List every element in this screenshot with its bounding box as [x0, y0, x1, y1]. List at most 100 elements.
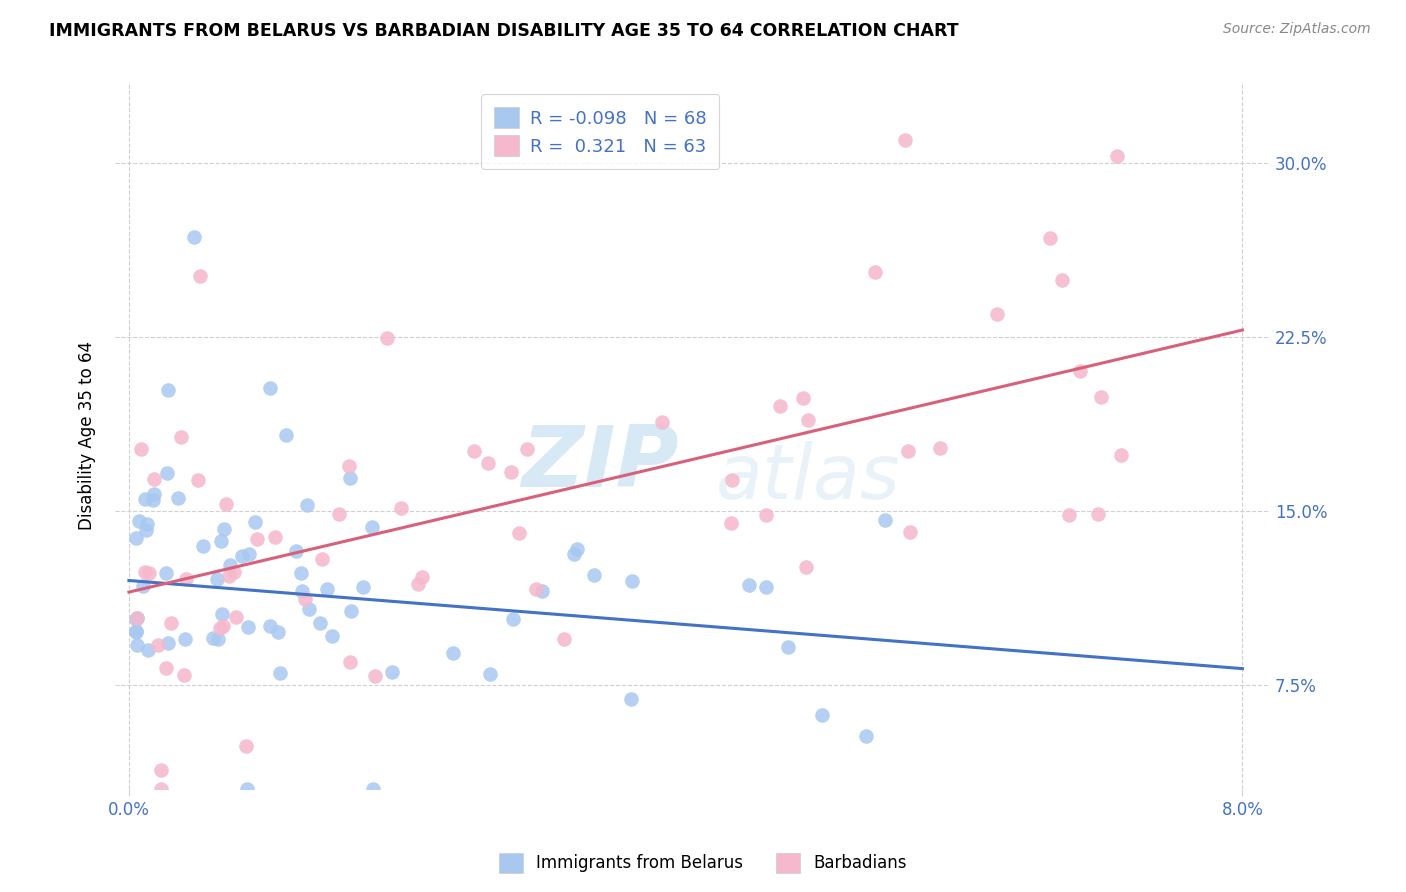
Point: [377, 331, 399, 345]
Point: [211, 607, 233, 621]
Point: [174, 632, 197, 646]
Point: [291, 583, 314, 598]
Point: [1057, 508, 1080, 523]
Y-axis label: Disability Age 35 to 64: Disability Age 35 to 64: [79, 341, 96, 530]
Point: [898, 525, 921, 540]
Point: [125, 624, 148, 638]
Point: [755, 508, 778, 522]
Point: [157, 383, 180, 397]
Point: [132, 579, 155, 593]
Point: [134, 565, 156, 579]
Point: [298, 602, 321, 616]
Point: [361, 519, 384, 533]
Point: [208, 621, 231, 635]
Point: [187, 473, 209, 487]
Point: [524, 582, 547, 597]
Point: [1087, 508, 1109, 522]
Point: [125, 611, 148, 625]
Point: [143, 472, 166, 486]
Point: [183, 230, 205, 244]
Point: [1107, 149, 1129, 163]
Point: [651, 415, 673, 429]
Point: [202, 631, 225, 645]
Point: [290, 566, 312, 581]
Point: [259, 618, 281, 632]
Point: [441, 646, 464, 660]
Point: [516, 442, 538, 457]
Point: [1109, 448, 1132, 462]
Point: [620, 574, 643, 588]
Point: [316, 582, 339, 596]
Point: [160, 615, 183, 630]
Point: [1039, 231, 1062, 245]
Point: [174, 572, 197, 586]
Point: [236, 619, 259, 633]
Point: [893, 133, 915, 147]
Point: [1052, 273, 1074, 287]
Point: [136, 643, 159, 657]
Text: IMMIGRANTS FROM BELARUS VS BARBADIAN DISABILITY AGE 35 TO 64 CORRELATION CHART: IMMIGRANTS FROM BELARUS VS BARBADIAN DIS…: [49, 22, 959, 40]
Point: [508, 526, 530, 541]
Point: [155, 661, 177, 675]
Point: [285, 544, 308, 558]
Point: [243, 515, 266, 529]
Point: [792, 391, 814, 405]
Point: [810, 707, 832, 722]
Point: [797, 413, 820, 427]
Point: [565, 541, 588, 556]
Point: [738, 578, 761, 592]
Point: [135, 523, 157, 537]
Point: [142, 487, 165, 501]
Point: [191, 539, 214, 553]
Point: [156, 636, 179, 650]
Point: [873, 513, 896, 527]
Point: [222, 565, 245, 579]
Point: [215, 497, 238, 511]
Point: [794, 559, 817, 574]
Point: [352, 580, 374, 594]
Point: [170, 430, 193, 444]
Point: [499, 465, 522, 479]
Text: Source: ZipAtlas.com: Source: ZipAtlas.com: [1223, 22, 1371, 37]
Point: [125, 624, 148, 639]
Point: [155, 566, 177, 581]
Point: [205, 573, 228, 587]
Point: [150, 763, 173, 777]
Point: [219, 558, 242, 572]
Point: [235, 782, 257, 797]
Point: [246, 532, 269, 546]
Point: [478, 667, 501, 681]
Point: [125, 612, 148, 626]
Point: [146, 638, 169, 652]
Point: [583, 567, 606, 582]
Point: [339, 471, 361, 485]
Point: [125, 531, 148, 545]
Point: [238, 547, 260, 561]
Point: [720, 516, 742, 530]
Point: [214, 522, 236, 536]
Point: [276, 428, 298, 442]
Point: [311, 552, 333, 566]
Point: [125, 638, 148, 652]
Point: [897, 444, 920, 458]
Point: [340, 604, 363, 618]
Point: [855, 729, 877, 743]
Point: [209, 534, 232, 549]
Point: [406, 576, 429, 591]
Point: [1069, 364, 1091, 378]
Point: [776, 640, 799, 654]
Point: [328, 507, 350, 521]
Point: [167, 491, 190, 505]
Point: [134, 491, 156, 506]
Point: [620, 692, 643, 706]
Point: [128, 514, 150, 528]
Point: [321, 629, 343, 643]
Point: [295, 498, 318, 512]
Point: [149, 782, 172, 797]
Point: [463, 444, 485, 458]
Text: ZIP: ZIP: [522, 422, 679, 506]
Point: [361, 782, 384, 797]
Point: [1090, 390, 1112, 404]
Point: [142, 493, 165, 508]
Point: [125, 610, 148, 624]
